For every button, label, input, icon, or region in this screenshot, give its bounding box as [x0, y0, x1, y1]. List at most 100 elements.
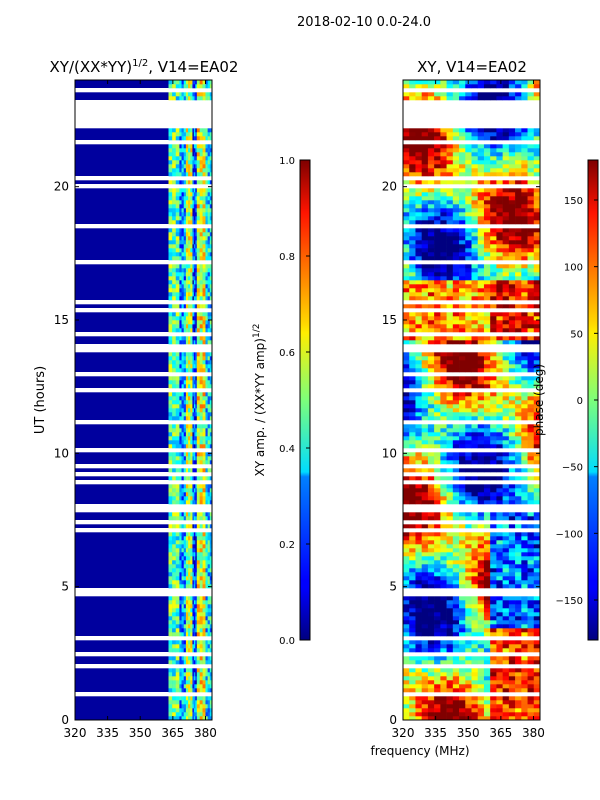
heatmap-cell — [192, 672, 195, 677]
heatmap-cell — [188, 512, 191, 517]
heatmap-cell — [199, 268, 203, 273]
heatmap-cell — [192, 356, 195, 361]
heatmap-cell — [202, 268, 206, 273]
flagged-row — [403, 260, 540, 265]
heatmap-cell — [515, 160, 522, 165]
heatmap-cell — [483, 644, 491, 649]
heatmap-cell — [403, 360, 410, 365]
heatmap-cell — [199, 440, 203, 445]
heatmap-cell — [446, 324, 454, 329]
heatmap-cell — [193, 600, 196, 605]
heatmap-cell — [446, 272, 454, 277]
heatmap-cell — [440, 244, 447, 249]
heatmap-cell — [490, 340, 497, 345]
heatmap-cell — [190, 408, 193, 413]
heatmap-cell — [452, 676, 460, 681]
heatmap-cell — [175, 524, 180, 529]
heatmap-cell — [515, 640, 522, 645]
heatmap-cell — [199, 356, 203, 361]
heatmap-cell — [502, 164, 510, 169]
heatmap-cell — [196, 280, 200, 285]
heatmap-cell — [185, 416, 189, 421]
heatmap-cell — [527, 432, 535, 437]
heatmap-cell — [521, 548, 528, 553]
heatmap-cell — [490, 404, 497, 409]
flagged-row — [403, 588, 540, 593]
heatmap-cell — [193, 244, 196, 249]
heatmap-cell — [490, 352, 497, 357]
heatmap-cell — [452, 536, 460, 541]
heatmap-cell — [193, 240, 196, 245]
heatmap-cell — [415, 328, 422, 333]
heatmap-cell — [190, 700, 193, 705]
heatmap-cell — [483, 616, 491, 621]
heatmap-cell — [421, 312, 429, 317]
heatmap-cell — [515, 276, 522, 281]
heatmap-cell — [521, 700, 528, 705]
heatmap-cell — [427, 228, 435, 233]
heatmap-cell — [477, 272, 485, 277]
heatmap-cell — [477, 392, 485, 397]
heatmap-cell — [502, 380, 510, 385]
heatmap-cell — [452, 704, 460, 709]
heatmap-cell — [508, 368, 516, 373]
heatmap-cell — [434, 384, 441, 389]
heatmap-cell — [440, 608, 447, 613]
heatmap-cell — [496, 684, 503, 689]
heatmap-cell — [179, 196, 182, 201]
heatmap-cell — [192, 568, 195, 573]
heatmap-cell — [440, 672, 447, 677]
heatmap-cell — [195, 292, 198, 297]
heatmap-cell — [459, 244, 466, 249]
heatmap-cell — [193, 444, 196, 449]
heatmap-cell — [446, 284, 454, 289]
heatmap-cell — [175, 632, 180, 637]
heatmap-cell — [172, 496, 177, 501]
heatmap-cell — [205, 596, 208, 601]
heatmap-cell — [207, 716, 211, 721]
flagged-row — [403, 176, 540, 181]
heatmap-cell — [190, 484, 193, 489]
heatmap-cell — [196, 488, 200, 493]
heatmap-cell — [190, 152, 193, 157]
heatmap-cell — [533, 484, 541, 489]
heatmap-cell — [459, 156, 466, 161]
heatmap-cell — [465, 492, 472, 497]
heatmap-cell — [527, 208, 535, 213]
heatmap-cell — [527, 600, 535, 605]
heatmap-cell — [533, 172, 541, 177]
heatmap-cell — [483, 268, 491, 273]
heatmap-cell — [179, 128, 182, 133]
heatmap-cell — [403, 136, 410, 141]
heatmap-cell — [483, 564, 491, 569]
heatmap-cell — [179, 576, 182, 581]
heatmap-cell — [508, 268, 516, 273]
heatmap-cell — [199, 696, 203, 701]
heatmap-cell — [446, 532, 454, 537]
heatmap-cell — [465, 532, 472, 537]
heatmap-cell — [459, 584, 466, 589]
heatmap-cell — [188, 364, 191, 369]
heatmap-cell — [452, 668, 460, 673]
heatmap-cell — [465, 192, 472, 197]
heatmap-cell — [202, 312, 206, 317]
heatmap-cell — [459, 364, 466, 369]
heatmap-cell — [496, 320, 503, 325]
heatmap-cell — [508, 632, 516, 637]
heatmap-cell — [202, 556, 206, 561]
heatmap-cell — [477, 280, 485, 285]
heatmap-cell — [188, 216, 191, 221]
heatmap-cell — [188, 168, 191, 173]
heatmap-cell — [471, 244, 479, 249]
heatmap-cell — [196, 456, 200, 461]
heatmap-cell — [209, 516, 213, 521]
heatmap-cell — [508, 512, 516, 517]
heatmap-cell — [483, 496, 491, 501]
heatmap-cell — [181, 680, 185, 685]
heatmap-cell — [205, 680, 208, 685]
heatmap-cell — [421, 240, 429, 245]
flagged-row — [75, 504, 212, 509]
heatmap-cell — [175, 704, 180, 709]
heatmap-cell — [515, 644, 522, 649]
heatmap-cell — [181, 608, 185, 613]
